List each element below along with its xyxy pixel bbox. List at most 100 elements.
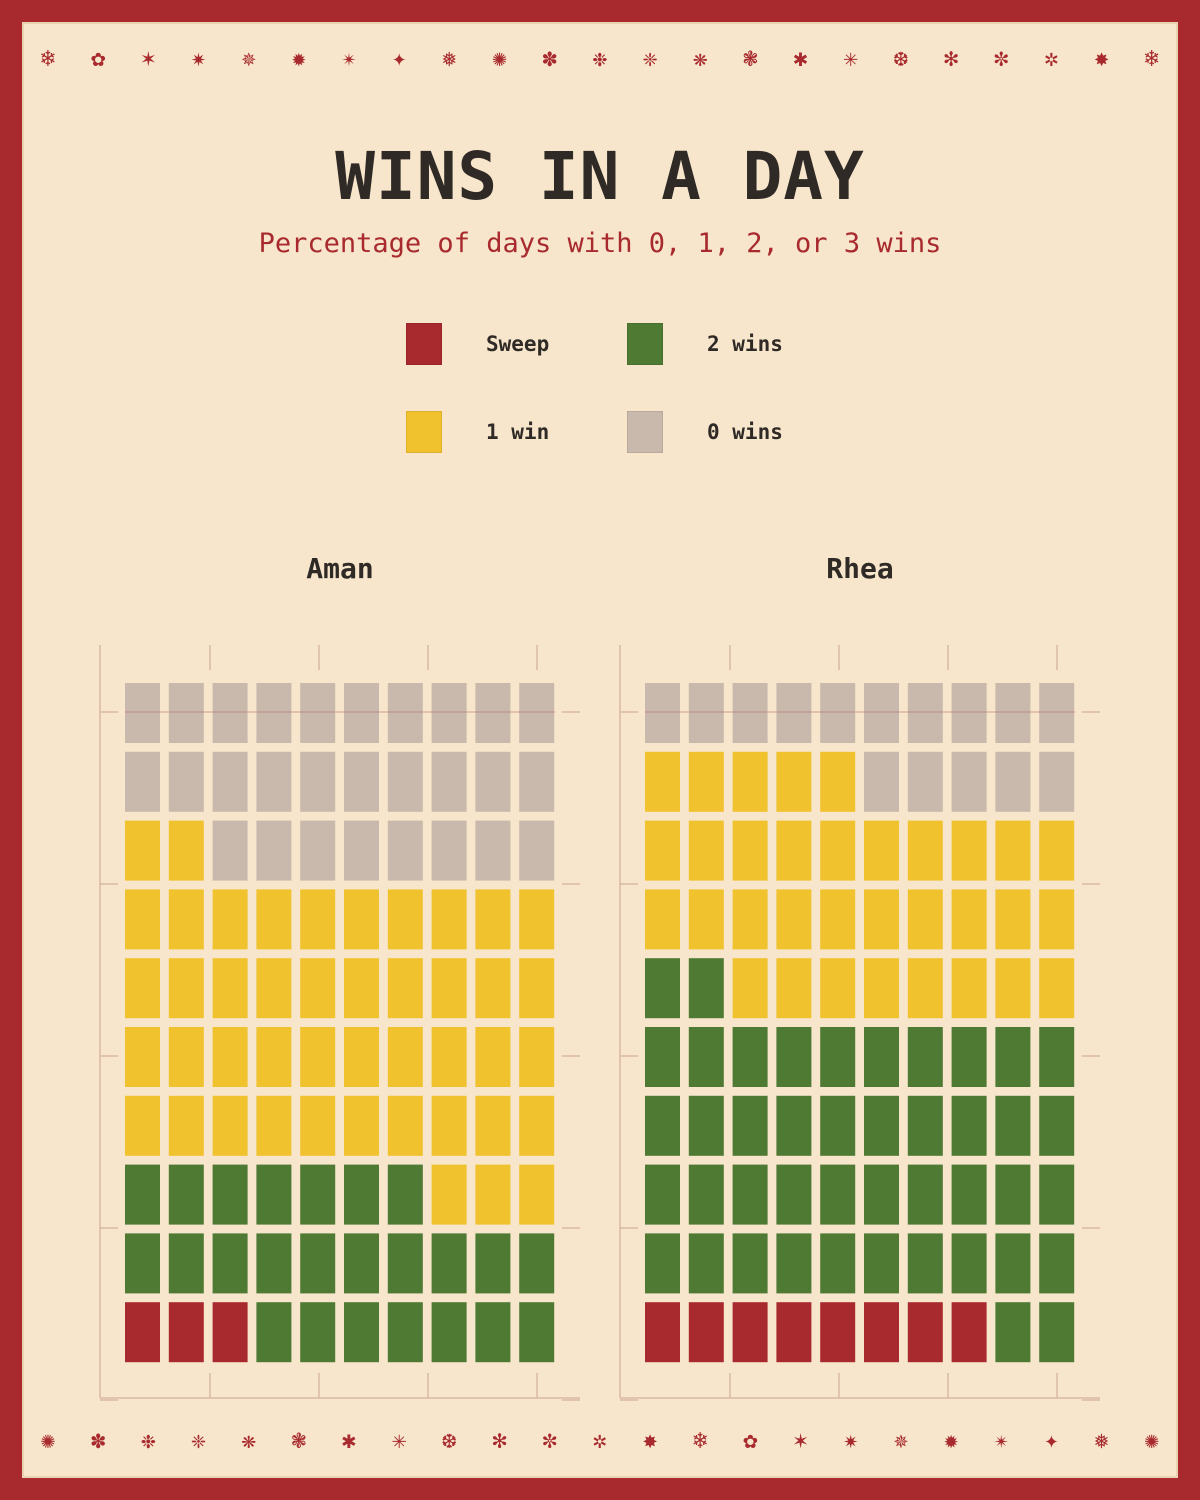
waffle-cell-0-wins — [256, 683, 292, 743]
waffle-cell-1-win — [907, 958, 943, 1019]
waffle-cell-2-wins — [1039, 1233, 1075, 1294]
waffle-cell-2-wins — [820, 1164, 856, 1225]
waffle-panel-rhea — [619, 645, 1100, 1401]
waffle-cell-0-wins — [951, 683, 987, 743]
panel-label-rhea: Rhea — [826, 552, 894, 585]
waffle-cell-0-wins — [732, 683, 768, 743]
waffle-cell-0-wins — [475, 751, 511, 812]
waffle-cell-2-wins — [519, 1233, 555, 1294]
waffle-cell-2-wins — [776, 1027, 812, 1087]
waffle-cell-0-wins — [212, 820, 248, 881]
snowflake-icon: ✿ — [90, 44, 106, 72]
legend-swatch-1-win — [406, 411, 442, 453]
waffle-cell-2-wins — [431, 1302, 467, 1363]
snowflake-icon: ❈ — [191, 1426, 206, 1454]
waffle-cell-2-wins — [168, 1164, 204, 1225]
snowflake-icon: ✺ — [1144, 1426, 1159, 1454]
waffle-cell-sweep — [907, 1302, 943, 1363]
waffle-cell-1-win — [256, 889, 292, 950]
snowflake-icon: ✸ — [1094, 44, 1109, 72]
waffle-cell-1-win — [344, 1027, 379, 1087]
waffle-cell-2-wins — [995, 1164, 1031, 1225]
snowflake-icon: ✵ — [241, 44, 256, 72]
waffle-cell-1-win — [519, 958, 555, 1019]
waffle-panel-aman — [99, 645, 580, 1401]
waffle-cell-1-win — [168, 820, 204, 881]
waffle-cell-0-wins — [907, 751, 943, 812]
waffle-cell-0-wins — [300, 751, 336, 812]
waffle-cell-0-wins — [125, 683, 160, 743]
waffle-cell-2-wins — [820, 1095, 856, 1156]
waffle-cell-1-win — [820, 958, 856, 1019]
waffle-cell-0-wins — [431, 683, 467, 743]
waffle-cell-2-wins — [864, 1095, 899, 1156]
waffle-cell-1-win — [256, 1027, 292, 1087]
snowflake-icon: ✸ — [642, 1426, 658, 1454]
waffle-cell-1-win — [212, 958, 248, 1019]
waffle-cell-1-win — [732, 820, 768, 881]
waffle-cell-2-wins — [732, 1027, 768, 1087]
waffle-cell-0-wins — [431, 751, 467, 812]
waffle-cell-2-wins — [776, 1095, 812, 1156]
waffle-cell-2-wins — [776, 1164, 812, 1225]
waffle-cell-1-win — [907, 820, 943, 881]
snowflake-icon: ✻ — [943, 44, 959, 72]
snowflake-icon: ✳ — [391, 1426, 407, 1454]
waffle-cell-1-win — [951, 958, 987, 1019]
snowflake-icon: ✴ — [994, 1426, 1009, 1454]
waffle-cell-2-wins — [995, 1302, 1031, 1363]
waffle-cell-1-win — [645, 889, 680, 950]
snowflake-icon: ❃ — [743, 44, 758, 72]
waffle-cell-1-win — [776, 751, 812, 812]
waffle-cell-0-wins — [995, 751, 1031, 812]
waffle-cell-0-wins — [300, 683, 336, 743]
snowflake-icon: ✵ — [893, 1426, 909, 1454]
waffle-cell-2-wins — [864, 1164, 899, 1225]
snowflake-icon: ❈ — [642, 44, 658, 72]
waffle-cell-1-win — [300, 889, 336, 950]
waffle-cell-2-wins — [519, 1302, 555, 1363]
waffle-cell-0-wins — [864, 683, 899, 743]
snowflake-icon: ✱ — [793, 44, 808, 72]
snowflake-icon: ❄ — [693, 1426, 708, 1454]
waffle-cell-1-win — [995, 820, 1031, 881]
waffle-cell-1-win — [300, 958, 336, 1019]
bottom-snowflake-border: ✺ ✽ ❉ ❈ ❋ ❃ ✱ ✳ ❆ ✻ ✼ ✲ ✸ ❄ ✿ ✶ ✷ ✵ ✹ ✴ ✦ ❅ ✺ — [22, 1420, 1178, 1460]
waffle-cell-2-wins — [212, 1233, 248, 1294]
waffle-cell-0-wins — [1039, 751, 1075, 812]
waffle-cell-2-wins — [645, 1027, 680, 1087]
waffle-cell-1-win — [732, 751, 768, 812]
waffle-cell-1-win — [995, 889, 1031, 950]
snowflake-icon: ✺ — [40, 1426, 56, 1454]
waffle-cell-1-win — [519, 1027, 555, 1087]
waffle-cell-1-win — [475, 1027, 511, 1087]
waffle-cell-1-win — [387, 958, 423, 1019]
waffle-cell-0-wins — [387, 820, 423, 881]
waffle-cell-1-win — [125, 1027, 160, 1087]
waffle-cell-1-win — [1039, 958, 1075, 1019]
snowflake-icon: ✻ — [492, 1426, 507, 1454]
waffle-cell-0-wins — [907, 683, 943, 743]
waffle-cell-1-win — [732, 958, 768, 1019]
waffle-cell-2-wins — [995, 1095, 1031, 1156]
waffle-cell-1-win — [387, 1027, 423, 1087]
waffle-cell-1-win — [864, 889, 899, 950]
waffle-cell-sweep — [864, 1302, 899, 1363]
waffle-cell-1-win — [519, 1164, 555, 1225]
waffle-cell-1-win — [125, 889, 160, 950]
waffle-cell-2-wins — [431, 1233, 467, 1294]
snowflake-icon: ✶ — [141, 44, 156, 72]
waffle-cell-1-win — [125, 958, 160, 1019]
snowflake-icon: ✱ — [341, 1426, 357, 1454]
waffle-cell-1-win — [820, 751, 856, 812]
waffle-cell-2-wins — [125, 1233, 160, 1294]
waffle-cell-1-win — [951, 820, 987, 881]
waffle-cell-2-wins — [1039, 1027, 1075, 1087]
waffle-cell-1-win — [688, 820, 724, 881]
chart-title: WINS IN A DAY — [335, 138, 865, 215]
waffle-cell-0-wins — [475, 820, 511, 881]
waffle-cell-1-win — [475, 889, 511, 950]
waffle-cell-2-wins — [732, 1095, 768, 1156]
waffle-cell-2-wins — [387, 1302, 423, 1363]
